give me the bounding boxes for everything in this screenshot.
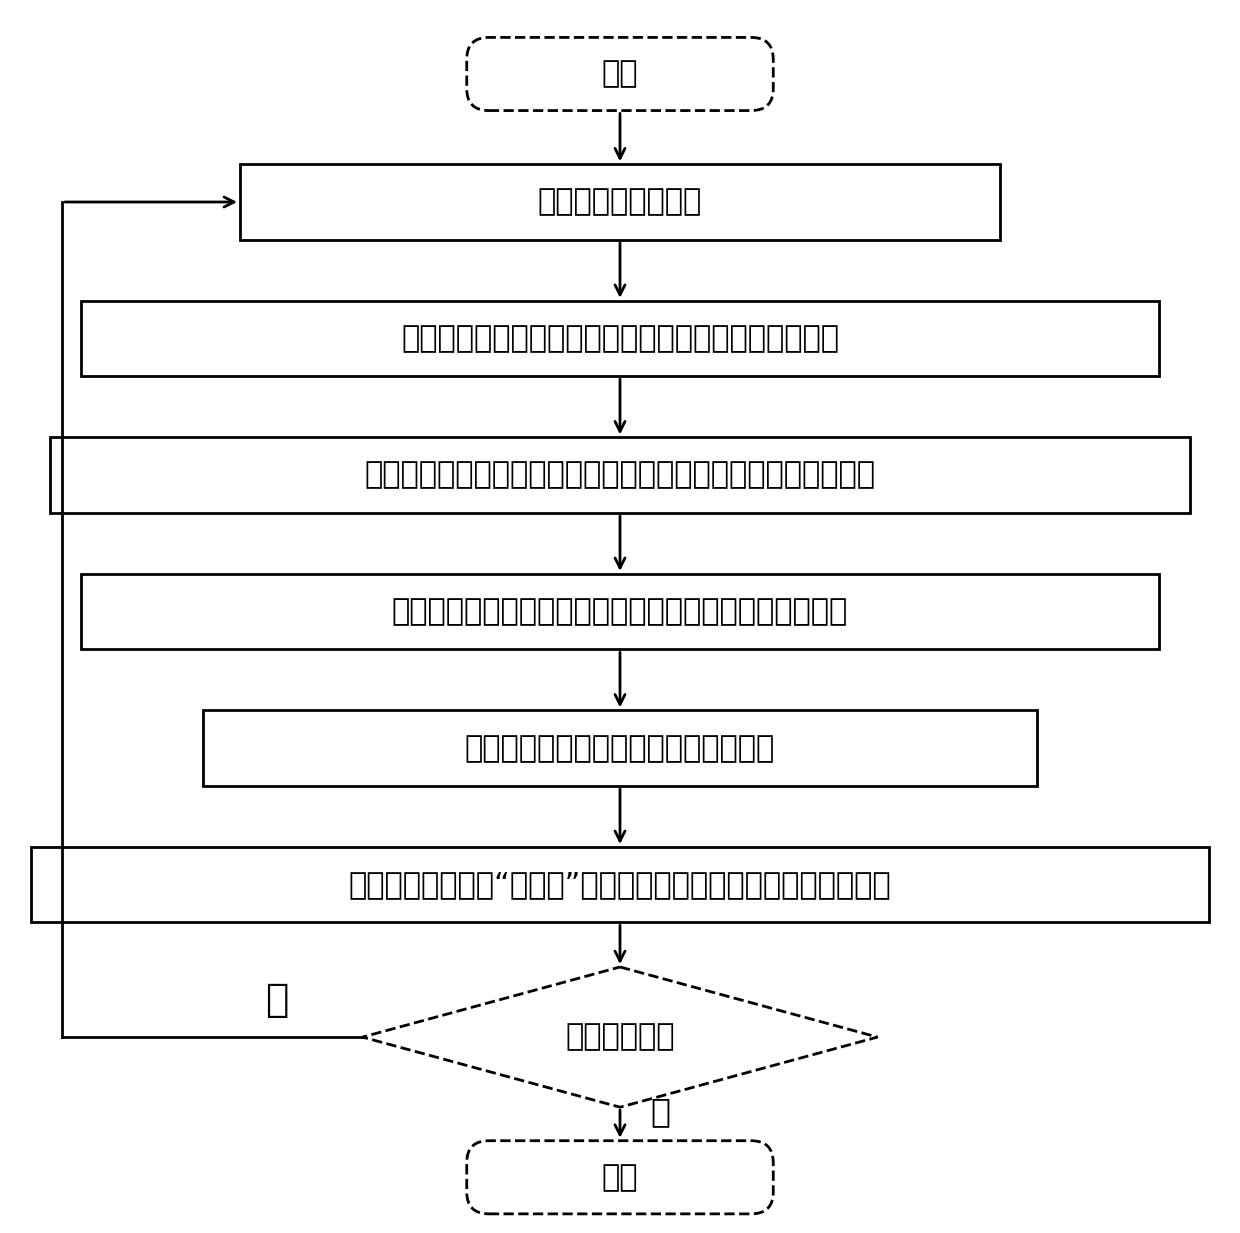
Text: 获得当前待绘帧全部或部分顶点，进一步获得物坐标组: 获得当前待绘帧全部或部分顶点，进一步获得物坐标组 bbox=[401, 324, 839, 353]
Polygon shape bbox=[362, 967, 878, 1107]
Bar bbox=[31, 847, 1209, 922]
Text: 计算得出屏幕直角坐标系下眼睛的坐标: 计算得出屏幕直角坐标系下眼睛的坐标 bbox=[465, 734, 775, 763]
Text: 否: 否 bbox=[651, 1095, 671, 1128]
Text: 利用环境感受器获得用户眼睛距离屏幕坐标系原点的距离: 利用环境感受器获得用户眼睛距离屏幕坐标系原点的距离 bbox=[392, 597, 848, 626]
Bar bbox=[239, 164, 1001, 239]
Bar bbox=[50, 438, 1190, 513]
Text: 是否有下一帧: 是否有下一帧 bbox=[565, 1022, 675, 1052]
Text: 建立屏幕直角坐标系: 建立屏幕直角坐标系 bbox=[538, 187, 702, 217]
Text: 结束: 结束 bbox=[601, 1163, 639, 1192]
FancyBboxPatch shape bbox=[466, 1141, 774, 1213]
Text: 是: 是 bbox=[265, 980, 289, 1018]
Bar bbox=[81, 301, 1159, 376]
Text: 利用环境感受器并加以计算获得使用者的眼睛相对于屏幕的位置: 利用环境感受器并加以计算获得使用者的眼睛相对于屏幕的位置 bbox=[365, 461, 875, 490]
Text: 开始: 开始 bbox=[601, 59, 639, 89]
FancyBboxPatch shape bbox=[466, 37, 774, 111]
Bar bbox=[203, 710, 1037, 785]
Text: 通过坐标变换获得“像坐标”，并代入图形程序接口进行渲染和显示: 通过坐标变换获得“像坐标”，并代入图形程序接口进行渲染和显示 bbox=[348, 870, 892, 899]
Bar bbox=[81, 573, 1159, 650]
